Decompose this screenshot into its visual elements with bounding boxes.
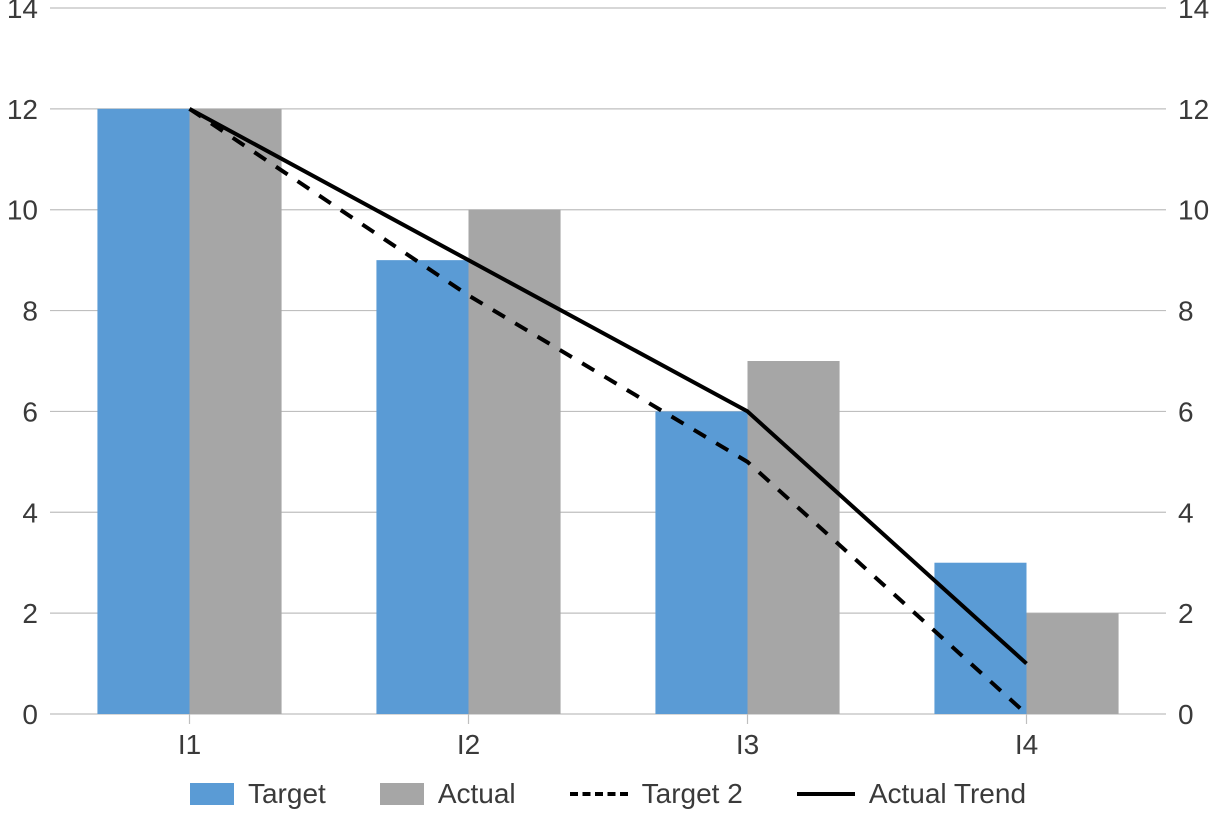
legend-swatch-target2 bbox=[570, 792, 628, 796]
legend-swatch-target bbox=[190, 783, 234, 805]
y-right-tick-label: 4 bbox=[1178, 497, 1194, 528]
bar-actual bbox=[1027, 613, 1119, 714]
legend-label: Actual Trend bbox=[869, 778, 1026, 810]
legend: Target Actual Target 2 Actual Trend bbox=[0, 778, 1216, 810]
y-left-tick-label: 10 bbox=[7, 195, 38, 226]
bar-target bbox=[97, 109, 189, 714]
combo-chart: 0 0 2 2 4 4 6 6 8 8 10 10 12 12 14 14 I1 I2 I3 I4 Target Ac… bbox=[0, 0, 1216, 816]
y-right-tick-label: 8 bbox=[1178, 296, 1194, 327]
legend-item-actual: Actual bbox=[380, 778, 516, 810]
x-tick-label: I1 bbox=[178, 729, 201, 760]
y-right-tick-label: 2 bbox=[1178, 598, 1194, 629]
y-left-tick-label: 8 bbox=[22, 296, 38, 327]
y-right-tick-label: 12 bbox=[1178, 94, 1209, 125]
bar-actual bbox=[748, 361, 840, 714]
legend-label: Target bbox=[248, 778, 326, 810]
legend-item-target: Target bbox=[190, 778, 326, 810]
bar-target bbox=[934, 563, 1026, 714]
y-right-tick-label: 14 bbox=[1178, 0, 1209, 24]
chart-svg: 0 0 2 2 4 4 6 6 8 8 10 10 12 12 14 14 I1 I2 I3 I4 bbox=[0, 0, 1216, 816]
x-tick-label: I4 bbox=[1015, 729, 1038, 760]
y-left-tick-label: 2 bbox=[22, 598, 38, 629]
legend-label: Actual bbox=[438, 778, 516, 810]
bar-target bbox=[655, 411, 747, 714]
bar-target bbox=[376, 260, 468, 714]
y-right-tick-label: 6 bbox=[1178, 396, 1194, 427]
legend-swatch-actual bbox=[380, 783, 424, 805]
x-tick-label: I3 bbox=[736, 729, 759, 760]
y-left-tick-label: 4 bbox=[22, 497, 38, 528]
legend-item-target2: Target 2 bbox=[570, 778, 743, 810]
line-actual-trend bbox=[190, 109, 1027, 664]
y-left-tick-label: 12 bbox=[7, 94, 38, 125]
y-left-tick-label: 6 bbox=[22, 396, 38, 427]
x-tick-label: I2 bbox=[457, 729, 480, 760]
legend-label: Target 2 bbox=[642, 778, 743, 810]
legend-item-actualtrend: Actual Trend bbox=[797, 778, 1026, 810]
legend-swatch-actualtrend bbox=[797, 792, 855, 796]
y-left-tick-label: 14 bbox=[7, 0, 38, 24]
y-right-tick-label: 10 bbox=[1178, 195, 1209, 226]
bar-actual bbox=[190, 109, 282, 714]
y-right-tick-label: 0 bbox=[1178, 699, 1194, 730]
y-left-tick-label: 0 bbox=[22, 699, 38, 730]
